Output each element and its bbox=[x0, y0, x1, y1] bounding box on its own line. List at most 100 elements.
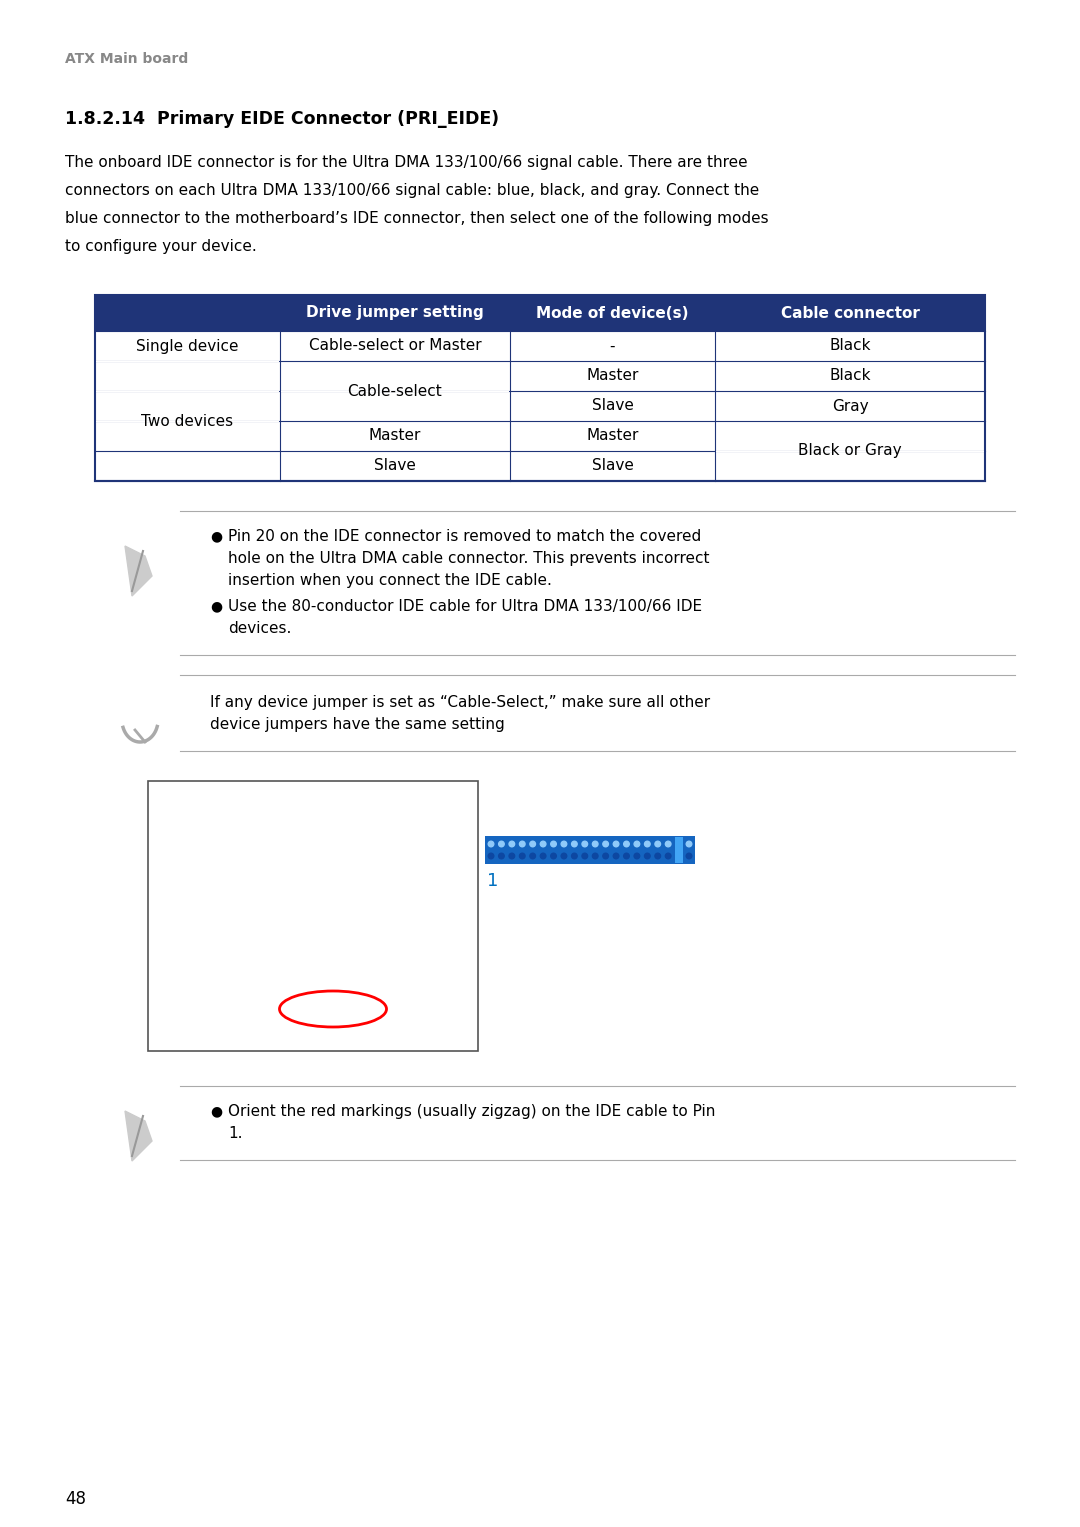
Circle shape bbox=[634, 841, 639, 847]
Circle shape bbox=[593, 854, 598, 858]
Circle shape bbox=[247, 809, 251, 814]
Text: Black: Black bbox=[829, 339, 870, 353]
Text: blue connector to the motherboard’s IDE connector, then select one of the follow: blue connector to the motherboard’s IDE … bbox=[65, 211, 769, 226]
Polygon shape bbox=[125, 1112, 152, 1161]
Text: ●: ● bbox=[210, 599, 222, 612]
Bar bbox=[383, 854, 448, 867]
Circle shape bbox=[654, 841, 661, 847]
Bar bbox=[95, 421, 985, 450]
Text: Drive jumper setting: Drive jumper setting bbox=[306, 305, 484, 321]
Circle shape bbox=[613, 841, 619, 847]
Bar bbox=[241, 805, 300, 863]
Text: Master: Master bbox=[586, 429, 638, 443]
Text: Gray: Gray bbox=[832, 399, 868, 414]
Text: devices.: devices. bbox=[228, 621, 292, 637]
Bar bbox=[168, 959, 338, 971]
Text: hole on the Ultra DMA cable connector. This prevents incorrect: hole on the Ultra DMA cable connector. T… bbox=[228, 551, 710, 567]
Bar bbox=[168, 1022, 228, 1029]
Circle shape bbox=[665, 854, 671, 858]
Bar bbox=[95, 295, 985, 331]
Circle shape bbox=[593, 841, 598, 847]
Text: Cable connector: Cable connector bbox=[781, 305, 919, 321]
Circle shape bbox=[499, 854, 504, 858]
Text: Two devices: Two devices bbox=[141, 414, 233, 429]
Text: Orient the red markings (usually zigzag) on the IDE cable to Pin: Orient the red markings (usually zigzag)… bbox=[228, 1104, 715, 1119]
Circle shape bbox=[654, 854, 661, 858]
Text: The onboard IDE connector is for the Ultra DMA 133/100/66 signal cable. There ar: The onboard IDE connector is for the Ult… bbox=[65, 156, 747, 169]
Bar bbox=[383, 834, 448, 847]
Text: Black or Gray: Black or Gray bbox=[798, 443, 902, 458]
Circle shape bbox=[264, 809, 267, 814]
Bar bbox=[485, 835, 696, 864]
Bar bbox=[168, 912, 338, 922]
Text: Pin 20 on the IDE connector is removed to match the covered: Pin 20 on the IDE connector is removed t… bbox=[228, 528, 701, 544]
Circle shape bbox=[264, 826, 267, 831]
Bar bbox=[168, 935, 338, 947]
Circle shape bbox=[676, 841, 681, 847]
Text: -: - bbox=[610, 339, 616, 353]
Circle shape bbox=[645, 854, 650, 858]
Text: to configure your device.: to configure your device. bbox=[65, 240, 257, 253]
Circle shape bbox=[540, 854, 545, 858]
Circle shape bbox=[247, 826, 251, 831]
Circle shape bbox=[519, 841, 525, 847]
Text: connectors on each Ultra DMA 133/100/66 signal cable: blue, black, and gray. Con: connectors on each Ultra DMA 133/100/66 … bbox=[65, 183, 759, 199]
Circle shape bbox=[530, 854, 536, 858]
Circle shape bbox=[509, 854, 515, 858]
Text: 1: 1 bbox=[487, 872, 498, 890]
Bar bbox=[383, 812, 448, 828]
Bar bbox=[233, 796, 308, 870]
Text: Master: Master bbox=[586, 368, 638, 383]
Circle shape bbox=[519, 854, 525, 858]
Circle shape bbox=[488, 854, 494, 858]
Text: device jumpers have the same setting: device jumpers have the same setting bbox=[210, 718, 504, 731]
Text: Slave: Slave bbox=[592, 399, 634, 414]
Bar bbox=[95, 295, 985, 481]
Circle shape bbox=[686, 841, 692, 847]
Bar bbox=[95, 360, 985, 391]
Bar bbox=[95, 331, 985, 360]
Circle shape bbox=[247, 841, 251, 846]
Circle shape bbox=[488, 841, 494, 847]
Text: If any device jumper is set as “Cable-Select,” make sure all other: If any device jumper is set as “Cable-Se… bbox=[210, 695, 711, 710]
Text: Black: Black bbox=[829, 368, 870, 383]
Circle shape bbox=[613, 854, 619, 858]
Circle shape bbox=[623, 854, 630, 858]
Circle shape bbox=[603, 841, 608, 847]
Bar bbox=[148, 780, 478, 1051]
Circle shape bbox=[509, 841, 515, 847]
Circle shape bbox=[530, 841, 536, 847]
Bar bbox=[95, 391, 985, 421]
Circle shape bbox=[279, 841, 283, 846]
Circle shape bbox=[603, 854, 608, 858]
Bar bbox=[383, 793, 448, 806]
Circle shape bbox=[551, 841, 556, 847]
Circle shape bbox=[571, 841, 577, 847]
Text: ●: ● bbox=[210, 528, 222, 544]
Bar bbox=[168, 983, 338, 996]
Circle shape bbox=[582, 841, 588, 847]
Circle shape bbox=[562, 854, 567, 858]
Text: Cable-select or Master: Cable-select or Master bbox=[309, 339, 482, 353]
Circle shape bbox=[551, 854, 556, 858]
Text: Master: Master bbox=[368, 429, 421, 443]
Circle shape bbox=[645, 841, 650, 847]
Text: Slave: Slave bbox=[592, 458, 634, 473]
Text: Single device: Single device bbox=[136, 339, 239, 353]
Circle shape bbox=[665, 841, 671, 847]
Circle shape bbox=[676, 854, 681, 858]
Bar bbox=[95, 450, 985, 481]
Text: Use the 80-conductor IDE cable for Ultra DMA 133/100/66 IDE: Use the 80-conductor IDE cable for Ultra… bbox=[228, 599, 702, 614]
Circle shape bbox=[623, 841, 630, 847]
Text: insertion when you connect the IDE cable.: insertion when you connect the IDE cable… bbox=[228, 573, 552, 588]
Bar bbox=[168, 1031, 228, 1038]
Circle shape bbox=[582, 854, 588, 858]
Bar bbox=[168, 1006, 338, 1019]
Circle shape bbox=[571, 854, 577, 858]
Text: Cable-select: Cable-select bbox=[348, 383, 443, 399]
Text: Slave: Slave bbox=[374, 458, 416, 473]
Circle shape bbox=[562, 841, 567, 847]
Bar bbox=[291, 1000, 376, 1019]
Circle shape bbox=[279, 809, 283, 814]
Text: 1.: 1. bbox=[228, 1125, 243, 1141]
